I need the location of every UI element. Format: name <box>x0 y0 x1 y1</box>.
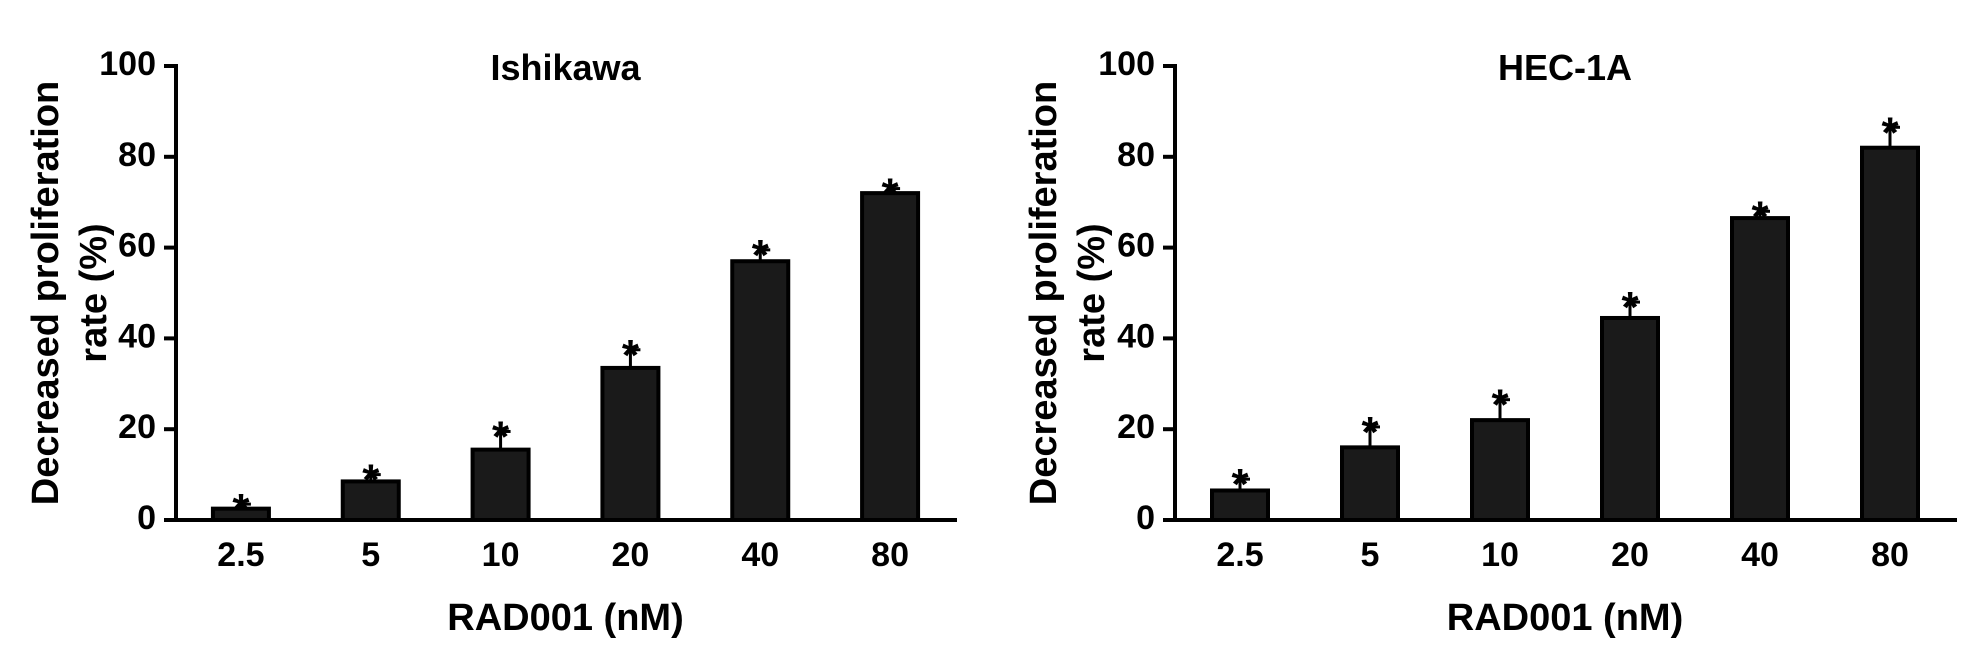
x-axis-title: RAD001 (nM) <box>1447 597 1683 639</box>
y-tick-label: 80 <box>118 136 156 174</box>
x-tick-label: 40 <box>741 536 779 574</box>
bar-80 <box>1860 145 1920 522</box>
y-tick-label: 80 <box>1117 136 1155 174</box>
x-tick-label: 10 <box>1481 536 1519 574</box>
bar-5 <box>340 479 401 523</box>
bar-80 <box>860 191 921 522</box>
chart-panel-ishikawa: Ishikawa Decreased proliferation rate (%) 0… <box>25 45 957 639</box>
x-tick-label: 2.5 <box>1216 536 1263 574</box>
y-tick-label: 20 <box>1117 408 1155 446</box>
bar-10 <box>1470 418 1530 522</box>
chart-panel-hec-1a: HEC-1A Decreased proliferation rate (%) 0 20… <box>1023 45 1957 639</box>
y-axis-title: Decreased proliferation <box>1023 81 1065 505</box>
x-tick-label: 10 <box>482 536 520 574</box>
significance-marker: * <box>1881 108 1899 157</box>
significance-marker: * <box>1621 283 1639 332</box>
y-tick-label: 40 <box>1117 317 1155 355</box>
significance-marker: * <box>622 331 640 380</box>
y-axis-title: rate (%) <box>1071 223 1113 362</box>
bar-20 <box>1600 315 1660 522</box>
bar-20 <box>600 365 661 522</box>
y-tick-label: 60 <box>118 227 156 265</box>
y-tick-label: 60 <box>1117 227 1155 265</box>
significance-marker: * <box>752 231 770 280</box>
x-tick-label: 5 <box>1361 536 1380 574</box>
x-tick-label: 40 <box>1741 536 1779 574</box>
significance-marker: * <box>1361 408 1379 457</box>
bar-5 <box>1340 445 1400 522</box>
y-axis-title: Decreased proliferation <box>25 81 67 505</box>
x-tick-label: 80 <box>871 536 909 574</box>
significance-marker: * <box>492 412 510 461</box>
chart-title: Ishikawa <box>490 47 641 88</box>
x-tick-label: 80 <box>1871 536 1909 574</box>
x-axis-title: RAD001 (nM) <box>447 597 683 639</box>
x-tick-label: 2.5 <box>217 536 264 574</box>
y-axis-title: rate (%) <box>73 223 115 362</box>
y-tick-label: 0 <box>1136 499 1155 537</box>
y-tick-label: 100 <box>99 45 156 83</box>
y-tick-label: 0 <box>137 499 156 537</box>
y-tick-label: 20 <box>118 408 156 446</box>
bar-40 <box>730 259 791 522</box>
x-tick-label: 20 <box>1611 536 1649 574</box>
significance-marker: * <box>362 456 380 505</box>
significance-marker: * <box>1491 381 1509 430</box>
significance-marker: * <box>1751 192 1769 241</box>
chart-title: HEC-1A <box>1498 47 1632 88</box>
x-tick-label: 20 <box>612 536 650 574</box>
x-tick-label: 5 <box>361 536 380 574</box>
y-tick-label: 100 <box>1098 45 1155 83</box>
bar-40 <box>1730 216 1790 522</box>
significance-marker: * <box>232 485 250 534</box>
y-tick-label: 40 <box>118 317 156 355</box>
significance-marker: * <box>1231 460 1249 509</box>
significance-marker: * <box>882 170 900 219</box>
